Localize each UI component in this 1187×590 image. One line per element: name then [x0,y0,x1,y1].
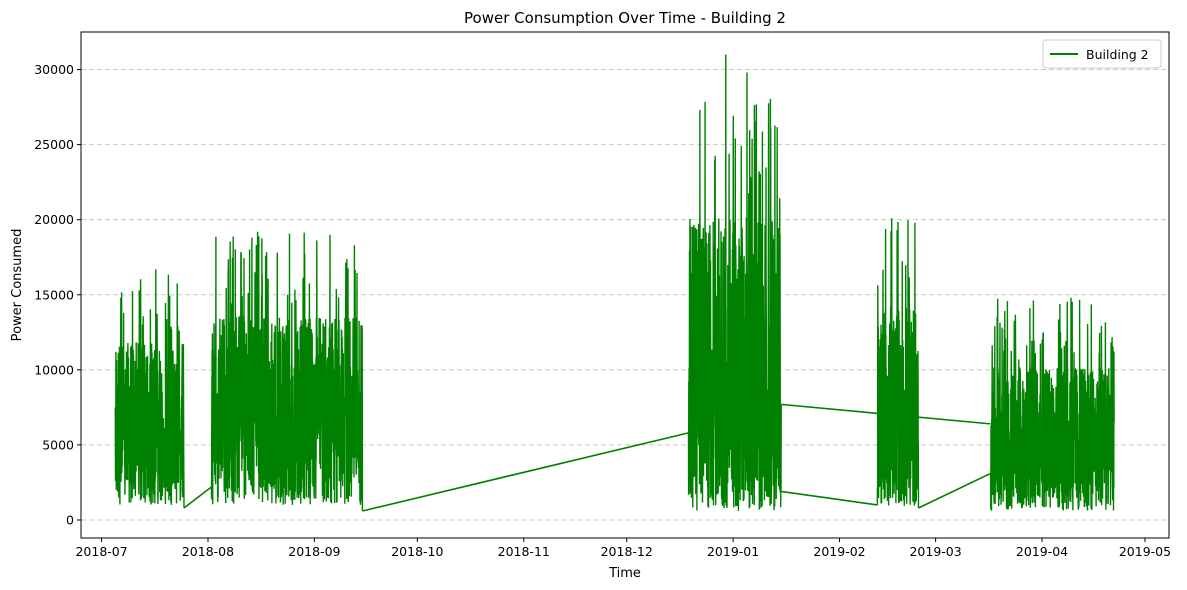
series-connector [781,490,878,506]
series-line-segment [876,218,920,509]
y-tick-label: 5000 [42,437,74,452]
legend-box [1042,39,1162,69]
chart-title: Power Consumption Over Time - Building 2 [464,9,786,27]
series-line-segment [989,297,1115,511]
x-tick-label: 2019-02 [813,544,865,559]
x-tick-label: 2018-09 [288,544,340,559]
x-tick-label: 2018-08 [182,544,234,559]
y-tick-label: 15000 [34,287,74,302]
x-tick-label: 2019-05 [1119,544,1171,559]
y-tick-label: 20000 [34,212,74,227]
y-axis-label: Power Consumed [10,229,25,342]
series-connector [918,472,991,509]
series-line-segment [687,54,782,511]
x-tick-label: 2018-10 [391,544,443,559]
x-tick-label: 2019-01 [707,544,759,559]
y-tick-label: 25000 [34,137,74,152]
legend: Building 2 [1042,39,1162,69]
y-axis-ticks: 0 5000 10000 15000 20000 25000 30000 [34,62,81,527]
x-tick-label: 2018-11 [498,544,550,559]
series-line-segment [210,231,364,512]
y-tick-label: 10000 [34,362,74,377]
x-tick-label: 2019-03 [909,544,961,559]
y-tick-label: 0 [66,512,74,527]
legend-entry-building-2: Building 2 [1086,47,1149,62]
y-gridlines [81,69,1169,521]
series-line-segment [114,269,185,509]
plot-frame [80,31,1170,539]
x-tick-label: 2019-04 [1016,544,1068,559]
x-axis-ticks: 2018-07 2018-08 2018-09 2018-10 2018-11 2018-… [75,538,1171,559]
y-tick-label: 30000 [34,62,74,77]
series-connector [362,432,689,512]
series-building-2 [114,54,1115,512]
x-axis-label: Time [608,566,641,581]
x-tick-label: 2018-07 [75,544,127,559]
x-tick-label: 2018-12 [601,544,653,559]
series-connector [183,486,212,509]
